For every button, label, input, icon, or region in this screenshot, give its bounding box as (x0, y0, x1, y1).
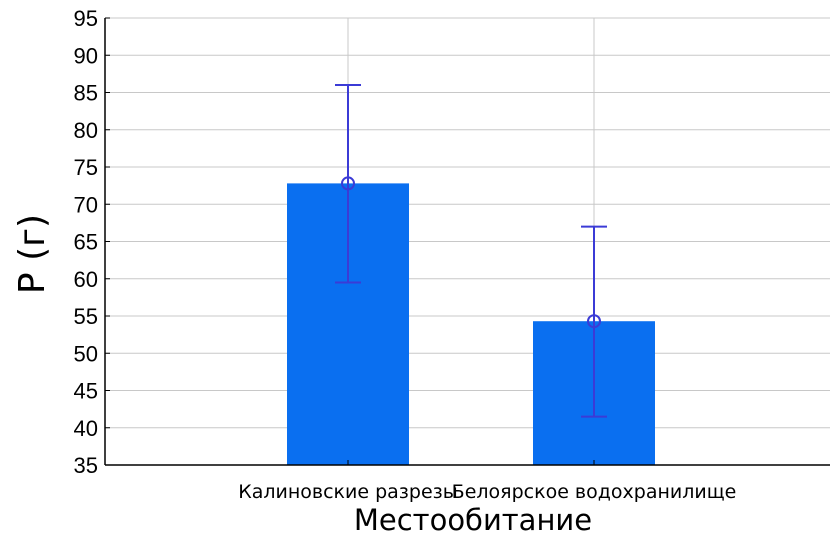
y-tick-label: 75 (74, 155, 98, 180)
grid-lines (105, 17, 830, 465)
error-bar (581, 225, 607, 418)
axes (104, 17, 830, 466)
y-tick-label: 80 (74, 118, 98, 143)
y-tick-label: 90 (74, 43, 98, 68)
y-tick-label: 35 (74, 453, 98, 478)
error-bars (335, 84, 607, 418)
y-tick-label: 85 (74, 81, 98, 106)
y-tick-label: 55 (74, 304, 98, 329)
mean-marker (587, 314, 601, 329)
y-tick-label: 65 (74, 230, 98, 255)
x-axis-title: Местообитание (354, 503, 592, 537)
y-tick-label: 50 (74, 341, 98, 366)
mean-marker (341, 176, 355, 191)
x-tick-label: Калиновские разрезы (238, 481, 458, 503)
x-tick-label: Белоярское водохранилище (452, 481, 737, 503)
y-axis-title: P (г) (12, 214, 53, 294)
y-tick-label: 45 (74, 379, 98, 404)
y-tick-label: 70 (74, 192, 98, 217)
error-bar (335, 84, 361, 284)
y-tick-labels: 35 40 45 50 55 60 65 70 75 80 85 90 95 (74, 6, 98, 478)
y-tick-label: 95 (74, 6, 98, 31)
y-tick-label: 60 (74, 267, 98, 292)
y-tick-label: 40 (74, 416, 98, 441)
